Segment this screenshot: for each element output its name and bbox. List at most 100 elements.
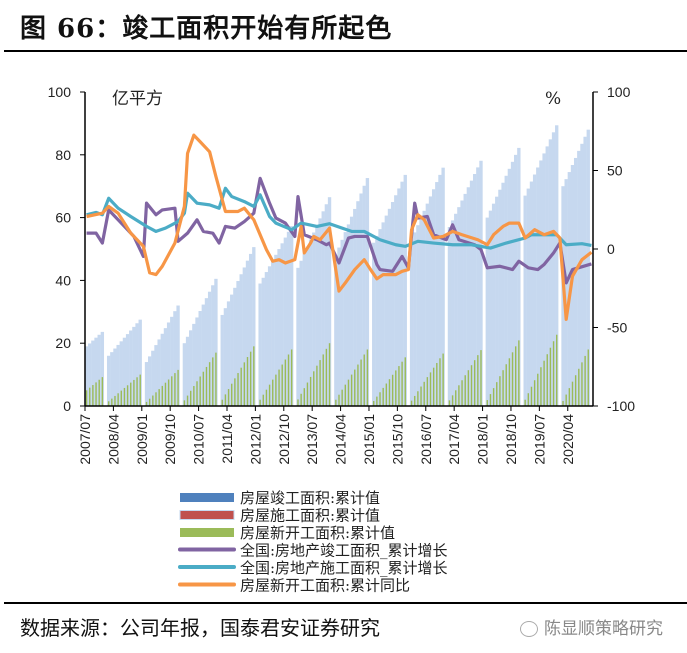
- new-start-bar: [107, 401, 110, 406]
- x-tick-label: 2007/07: [77, 414, 93, 465]
- construction-bar: [349, 216, 354, 406]
- construction-bar: [476, 167, 480, 406]
- new-start-bar: [414, 395, 416, 406]
- construction-bar: [318, 218, 322, 406]
- construction-bar: [409, 239, 414, 406]
- new-start-bar: [524, 399, 526, 406]
- construction-bar: [435, 182, 439, 406]
- construction-bar: [548, 139, 553, 406]
- left-tick-label: 20: [55, 335, 71, 351]
- x-tick-label: 2020/04: [560, 414, 576, 465]
- construction-bar: [189, 330, 193, 406]
- construction-bar: [226, 301, 231, 406]
- construction-bar: [378, 229, 382, 406]
- new-start-bar: [417, 391, 419, 406]
- new-start-bar: [237, 373, 239, 406]
- construction-bar: [419, 218, 423, 406]
- axes-layer: 100 80 60 40 20 0 100 50 0 -50 -100 2007/07 2008/04 2…: [48, 84, 636, 465]
- construction-bar: [532, 174, 537, 406]
- new-start-bar: [518, 340, 520, 406]
- new-start-yoy-line: [86, 133, 593, 321]
- watermark-text: 陈显顺策略研究: [544, 619, 663, 639]
- figure-title: 图 66：竣工面积开始有所起色: [20, 14, 393, 44]
- left-tick-label: 100: [48, 84, 72, 100]
- construction-bar: [403, 174, 407, 406]
- new-start-bar: [287, 354, 290, 406]
- new-start-bar: [268, 384, 271, 406]
- construction-bar: [277, 249, 281, 406]
- construction-bar: [495, 196, 499, 406]
- construction-bar: [283, 237, 288, 406]
- construction-bar: [119, 341, 123, 406]
- construction-bar: [450, 220, 455, 406]
- construction-bar: [88, 343, 92, 406]
- x-tick-label: 2017/04: [446, 414, 462, 465]
- construction-bar: [289, 226, 294, 406]
- construction-bar: [116, 344, 120, 406]
- new-start-bar: [556, 334, 558, 406]
- new-start-bar: [382, 387, 384, 406]
- construction-bar: [280, 243, 284, 406]
- new-start-bar: [167, 379, 170, 406]
- construction-bar: [463, 193, 467, 406]
- construction-bar: [397, 188, 401, 406]
- new-start-bar: [436, 362, 438, 406]
- construction-yoy-line: [86, 186, 592, 250]
- new-start-bar: [234, 378, 236, 406]
- construction-bar: [466, 187, 471, 406]
- construction-bar: [129, 330, 133, 406]
- construction-bar: [507, 168, 512, 406]
- new-start-bar: [543, 360, 545, 406]
- construction-bar: [211, 285, 215, 406]
- left-unit-label: 亿平方: [112, 89, 163, 109]
- new-start-bar: [489, 394, 492, 406]
- x-tick-label: 2008/04: [105, 414, 121, 465]
- construction-bar: [586, 129, 590, 406]
- x-tick-label: 2012/10: [276, 414, 292, 465]
- new-start-bar: [464, 375, 466, 406]
- construction-bar: [157, 339, 161, 406]
- legend-label: 房屋竣工面积:累计值: [240, 489, 380, 507]
- new-start-bar: [373, 400, 375, 406]
- new-start-bar: [133, 379, 135, 406]
- x-tick-label: 2009/10: [162, 414, 178, 465]
- construction-bar: [233, 287, 237, 406]
- construction-bar: [542, 153, 546, 406]
- construction-bar: [166, 322, 171, 406]
- construction-bar: [148, 356, 152, 406]
- legend-label: 房屋新开工面积:累计值: [240, 524, 395, 542]
- new-start-bar: [224, 394, 227, 406]
- construction-bar: [438, 174, 442, 406]
- construction-bar: [236, 281, 240, 406]
- new-start-bar: [212, 357, 214, 406]
- construction-bar: [305, 246, 310, 406]
- new-start-bar: [177, 369, 179, 406]
- completion-yoy-line: [86, 176, 592, 285]
- construction-bar: [110, 352, 114, 406]
- new-start-bar: [398, 366, 400, 406]
- new-start-bar: [420, 386, 422, 406]
- right-tick-label: 50: [607, 163, 623, 179]
- construction-bar: [375, 235, 379, 406]
- construction-bar: [125, 334, 130, 406]
- construction-bar: [488, 210, 493, 406]
- construction-bar: [539, 160, 543, 406]
- construction-bar: [286, 231, 291, 406]
- construction-bar: [416, 225, 420, 406]
- construction-bar: [346, 224, 351, 406]
- construction-bar: [384, 215, 389, 406]
- left-tick-label: 80: [55, 147, 71, 163]
- construction-bar: [195, 317, 199, 406]
- new-start-bar: [221, 399, 223, 406]
- construction-bar: [334, 255, 338, 406]
- x-tick-label: 2013/07: [304, 414, 320, 465]
- new-start-bar: [552, 341, 555, 406]
- new-start-bar: [290, 349, 293, 406]
- new-start-bar: [95, 382, 97, 406]
- new-start-bar: [439, 358, 441, 406]
- new-start-bar: [193, 386, 195, 406]
- construction-bar: [469, 180, 474, 406]
- new-start-bar: [432, 367, 435, 406]
- construction-bar: [170, 316, 174, 406]
- new-start-bar: [265, 389, 268, 406]
